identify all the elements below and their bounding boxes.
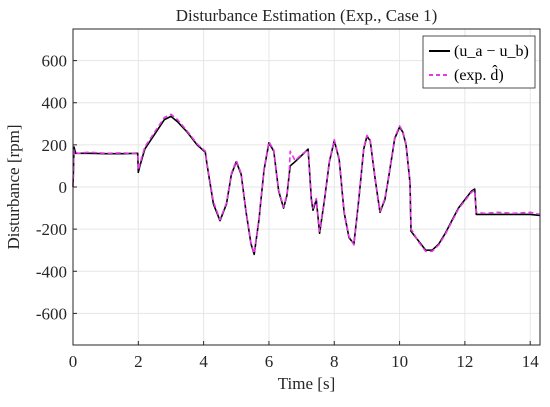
chart-title: Disturbance Estimation (Exp., Case 1) [176, 6, 438, 25]
series-line-ua-ub [72, 115, 541, 256]
legend-box [422, 35, 536, 89]
series-layer [72, 113, 541, 256]
y-tick-label: 600 [42, 52, 68, 71]
y-tick-label: -600 [36, 304, 67, 323]
y-tick-label: 400 [42, 94, 68, 113]
legend: (u_a − u_b) (exp. d̂) [422, 35, 536, 89]
x-tick-label: 4 [199, 352, 208, 371]
series-line-exp-d [72, 113, 541, 255]
x-tick-label: 2 [134, 352, 143, 371]
y-tick-label: -200 [36, 220, 67, 239]
y-tick-label: 200 [42, 136, 68, 155]
legend-label-exp-d: (exp. d̂) [454, 64, 504, 84]
x-tick-label: 12 [456, 352, 473, 371]
x-axis-label: Time [s] [278, 374, 335, 393]
x-tick-label: 8 [330, 352, 339, 371]
y-tick-label: -400 [36, 262, 67, 281]
y-tick-label: 0 [59, 178, 68, 197]
x-tick-label: 14 [522, 352, 540, 371]
x-tick-label: 10 [391, 352, 408, 371]
x-tick-label: 0 [69, 352, 78, 371]
legend-label-ua-ub: (u_a − u_b) [454, 43, 529, 60]
x-tick-label: 6 [265, 352, 274, 371]
y-axis-label: Disturbance [rpm] [4, 124, 23, 249]
ticks: 0 2 4 6 8 10 12 14 600 400 200 0 -200 -400 -600 [36, 52, 539, 371]
